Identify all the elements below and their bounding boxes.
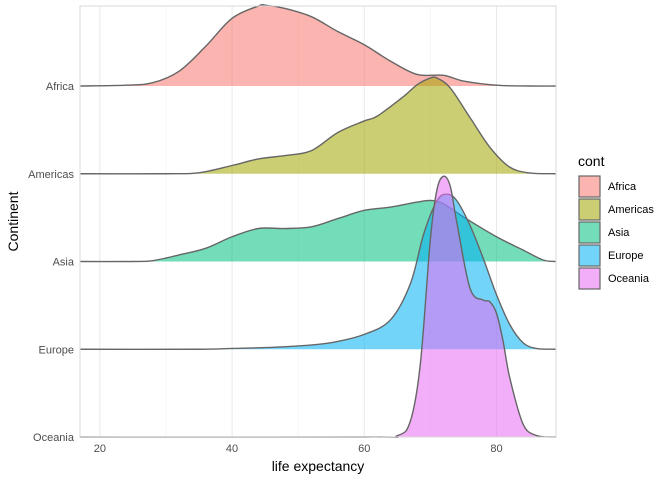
panel-border — [79, 5, 557, 438]
legend-title: cont — [578, 153, 605, 169]
legend-label-africa: Africa — [608, 181, 637, 193]
x-tick-label: 40 — [226, 443, 238, 455]
y-tick-label-europe: Europe — [39, 344, 74, 356]
ridge-area-africa — [80, 4, 556, 87]
legend: cont Africa Americas Asia Europe Oceania — [578, 153, 654, 290]
density-ridges — [79, 3, 557, 438]
y-axis-ticks: Africa Americas Asia Europe Oceania — [28, 81, 75, 444]
ridge-outline-americas — [79, 76, 557, 175]
legend-label-americas: Americas — [608, 204, 654, 216]
legend-key-asia — [578, 221, 601, 244]
legend-label-europe: Europe — [608, 250, 643, 262]
x-tick-label: 60 — [358, 443, 370, 455]
legend-label-oceania: Oceania — [608, 273, 650, 285]
ridge-outline-asia — [79, 199, 557, 263]
y-tick-label-oceania: Oceania — [33, 432, 75, 444]
legend-label-asia: Asia — [608, 227, 630, 239]
y-tick-label-americas: Americas — [28, 169, 74, 181]
x-axis-ticks: 20 40 60 80 — [94, 443, 503, 455]
legend-key-europe — [578, 244, 601, 267]
x-axis-title: life expectancy — [272, 458, 365, 474]
legend-key-oceania — [578, 267, 601, 290]
x-tick-label: 80 — [490, 443, 502, 455]
x-tick-label: 20 — [94, 443, 106, 455]
ridge-area-oceania — [80, 176, 556, 438]
ridge-area-americas — [80, 77, 556, 174]
ridge-outline-europe — [79, 193, 557, 351]
y-tick-label-asia: Asia — [53, 257, 75, 269]
ridge-outline-oceania — [79, 175, 557, 438]
legend-key-africa — [578, 175, 601, 198]
y-tick-label-africa: Africa — [46, 81, 75, 93]
ridge-outline-africa — [79, 3, 557, 87]
legend-key-americas — [578, 198, 601, 221]
ridge-area-asia — [80, 200, 556, 262]
y-axis-title: Continent — [5, 191, 21, 251]
